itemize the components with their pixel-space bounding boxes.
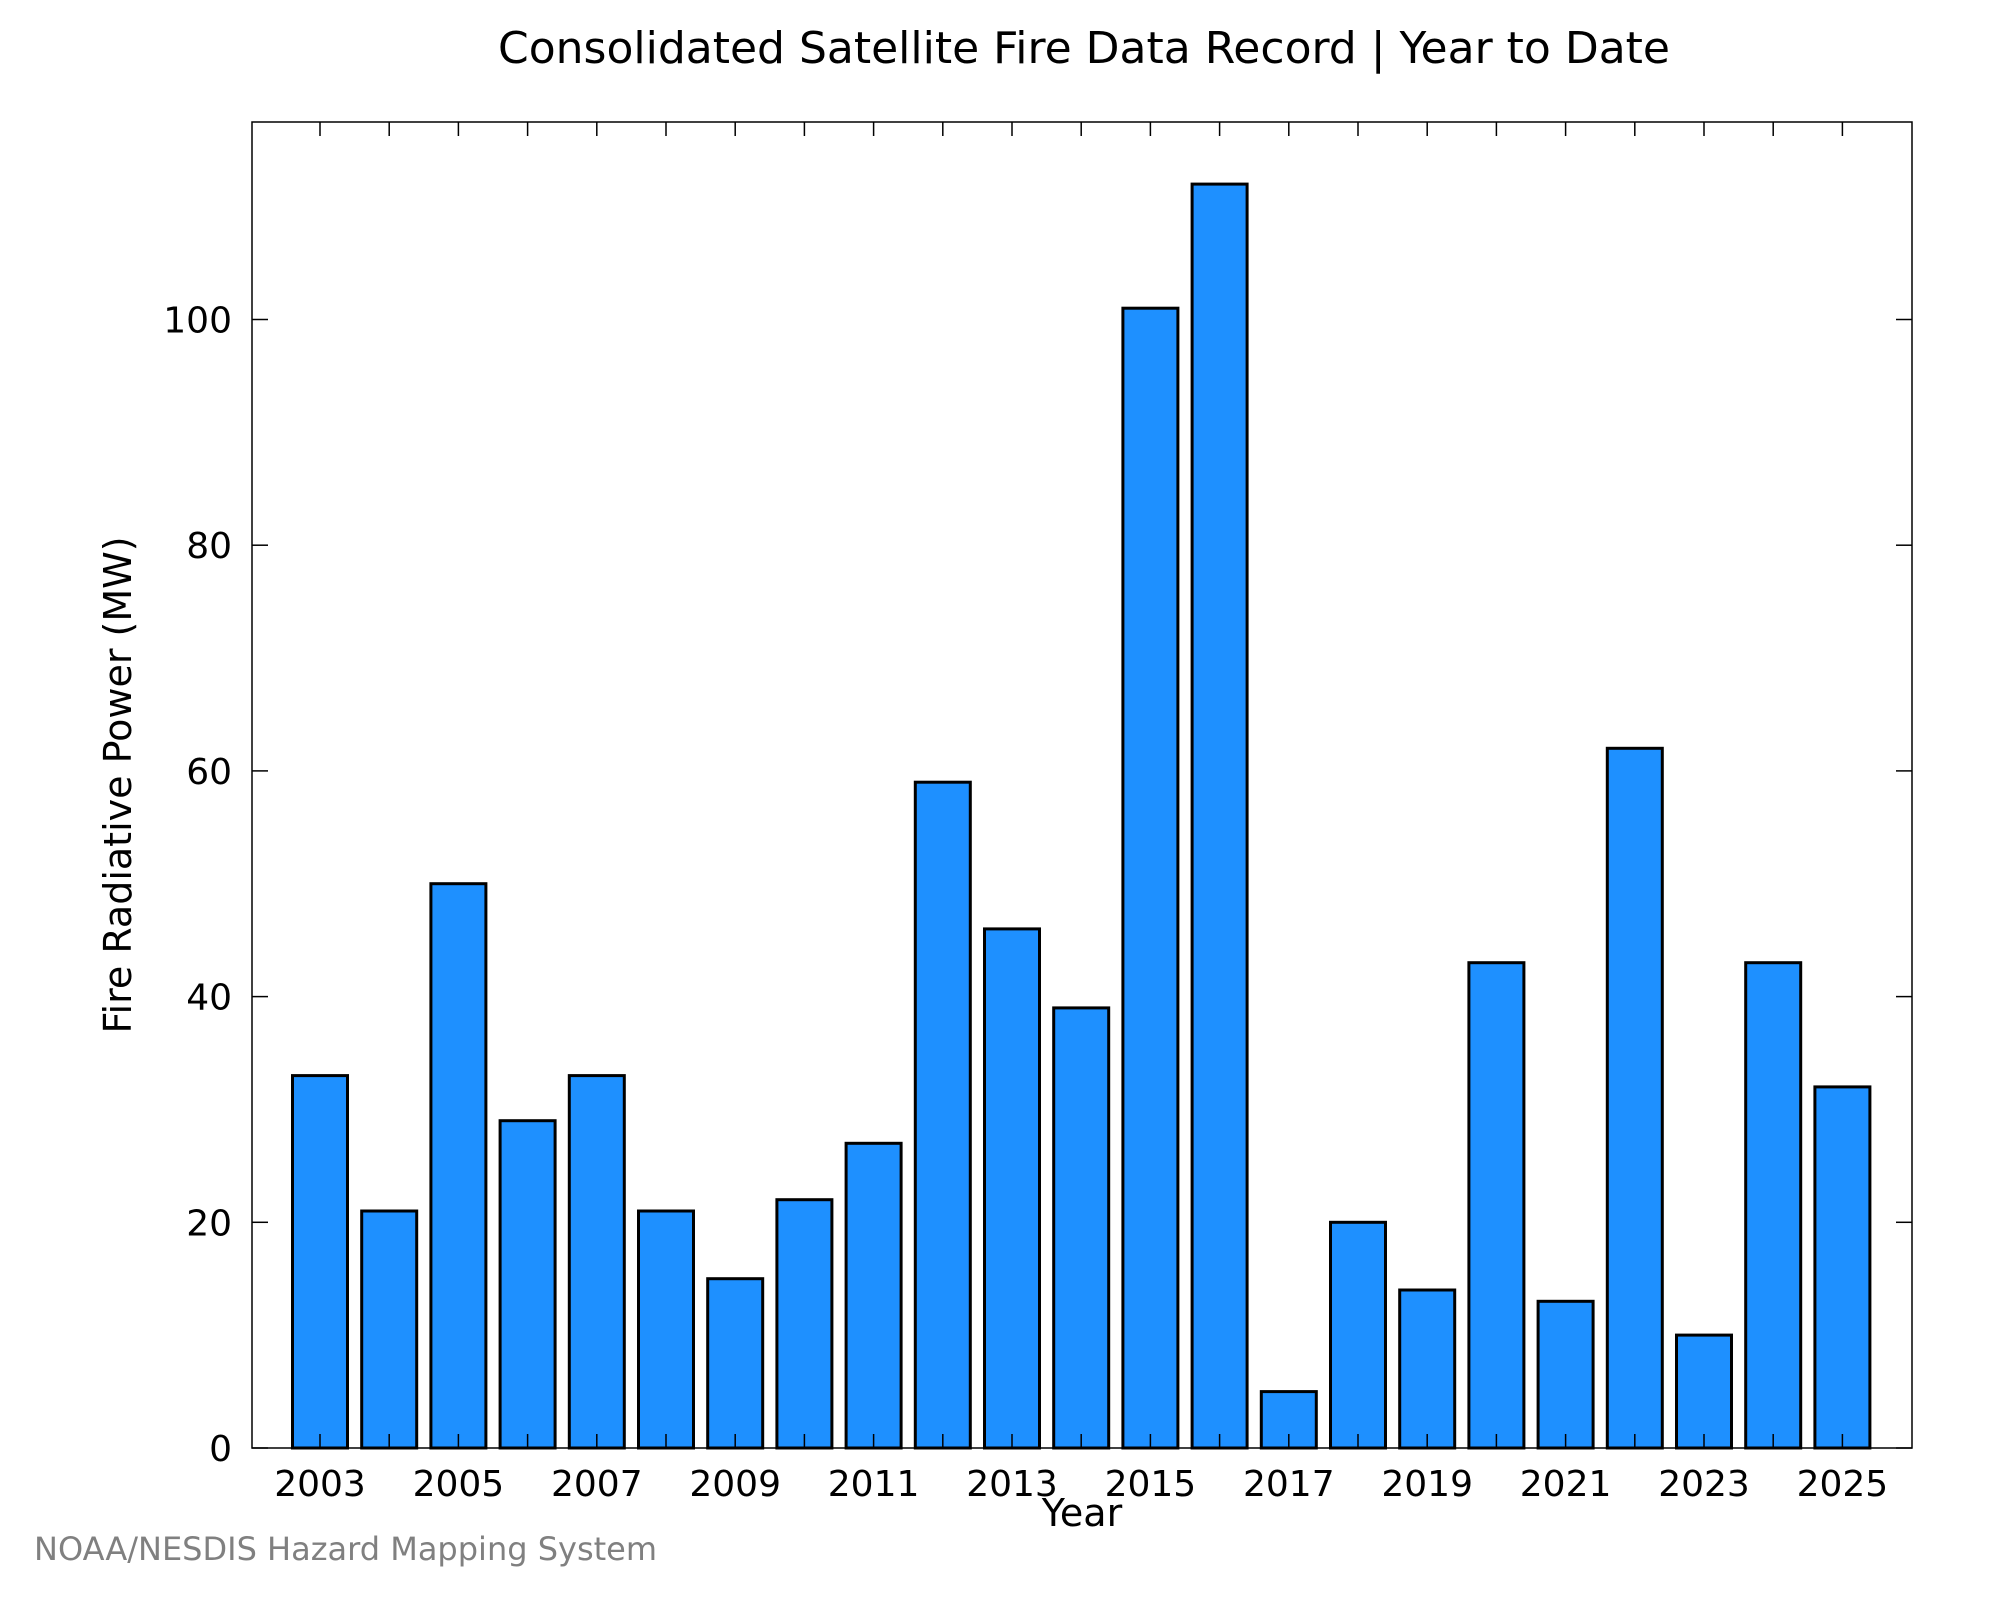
bar-2010 bbox=[775, 1198, 834, 1450]
bar-2024 bbox=[1744, 961, 1803, 1450]
bar-2007 bbox=[567, 1074, 626, 1450]
xtick-label-2019: 2019 bbox=[1381, 1464, 1473, 1505]
ytick-label-100: 100 bbox=[163, 301, 232, 342]
bar-2008 bbox=[637, 1209, 695, 1450]
ytick-label-0: 0 bbox=[209, 1429, 232, 1470]
ytick-label-20: 20 bbox=[186, 1203, 232, 1244]
xtick-label-2011: 2011 bbox=[828, 1464, 920, 1505]
bar-2021 bbox=[1536, 1299, 1595, 1450]
bars-group bbox=[291, 182, 1872, 1450]
ytick-label-60: 60 bbox=[186, 752, 232, 793]
xtick-label-2021: 2021 bbox=[1520, 1464, 1612, 1505]
bar-2005 bbox=[429, 882, 488, 1450]
bar-2013 bbox=[983, 927, 1041, 1450]
bar-2019 bbox=[1398, 1288, 1457, 1450]
xtick-label-2003: 2003 bbox=[274, 1464, 366, 1505]
xtick-label-2015: 2015 bbox=[1105, 1464, 1197, 1505]
bar-2020 bbox=[1467, 961, 1526, 1450]
bar-2023 bbox=[1675, 1333, 1733, 1450]
bar-2006 bbox=[498, 1119, 557, 1450]
xtick-label-2013: 2013 bbox=[966, 1464, 1058, 1505]
y-axis-label: Fire Radiative Power (MW) bbox=[96, 536, 140, 1033]
bar-2011 bbox=[844, 1141, 903, 1450]
x-axis-label: Year bbox=[1041, 1491, 1123, 1535]
bar-2016 bbox=[1190, 182, 1249, 1450]
bar-2014 bbox=[1052, 1006, 1111, 1450]
bar-2022 bbox=[1605, 746, 1664, 1450]
xtick-label-2007: 2007 bbox=[551, 1464, 643, 1505]
bar-2009 bbox=[706, 1277, 765, 1450]
bar-2003 bbox=[291, 1074, 349, 1450]
ytick-label-40: 40 bbox=[186, 978, 232, 1019]
ticks-group: 0 20 40 60 80 100 2003 2005 2007 2009 2011 2013 2015… bbox=[163, 122, 1912, 1505]
bar-2018 bbox=[1329, 1220, 1387, 1450]
bar-2012 bbox=[913, 780, 972, 1450]
xtick-label-2009: 2009 bbox=[689, 1464, 781, 1505]
xtick-label-2017: 2017 bbox=[1243, 1464, 1335, 1505]
bar-2015 bbox=[1121, 306, 1180, 1450]
xtick-label-2005: 2005 bbox=[413, 1464, 505, 1505]
ytick-label-80: 80 bbox=[186, 526, 232, 567]
bar-2004 bbox=[360, 1209, 419, 1450]
bar-2025 bbox=[1813, 1085, 1872, 1450]
chart-title: Consolidated Satellite Fire Data Record … bbox=[498, 23, 1670, 74]
xtick-label-2023: 2023 bbox=[1658, 1464, 1750, 1505]
source-credit: NOAA/NESDIS Hazard Mapping System bbox=[34, 1530, 658, 1568]
xtick-label-2025: 2025 bbox=[1797, 1464, 1889, 1505]
